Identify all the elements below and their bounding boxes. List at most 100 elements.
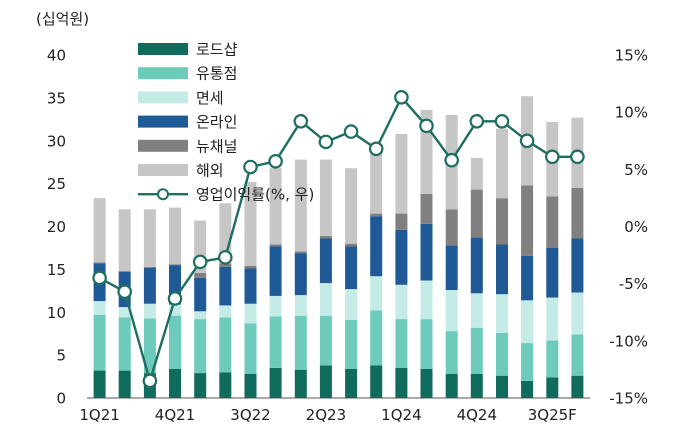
margin-point-4Q25F (570, 149, 585, 165)
bar-segment-2Q21-series-2 (118, 307, 131, 318)
bar-segment-1Q21-series-5 (93, 198, 106, 263)
y-right-tick-label: -10% (609, 332, 648, 350)
y-right-tick-label: -15% (609, 390, 648, 408)
bar-segment-3Q21-series-4 (143, 266, 156, 268)
bar-segment-4Q25F-series-2 (571, 292, 584, 335)
bar-segment-1Q21-series-1 (93, 314, 106, 371)
bar-segment-3Q25F-series-0 (546, 377, 559, 398)
bar-segment-4Q25F-series-1 (571, 334, 584, 376)
bar-segment-4Q24-series-0 (470, 374, 483, 398)
margin-point-1Q24 (394, 90, 409, 105)
bar-segment-3Q21-series-1 (143, 318, 156, 374)
bar-segment-1Q25-series-5 (496, 128, 508, 199)
y-left-tick-label: 10 (47, 304, 66, 322)
bar-segment-1Q25-series-3 (496, 244, 508, 295)
margin-point-1Q22 (192, 254, 208, 270)
bar-segment-4Q25F-series-0 (571, 375, 584, 398)
bar-segment-4Q23-series-2 (370, 276, 383, 311)
bar-segment-2Q23-series-1 (319, 315, 332, 366)
y-right-tick-label: 10% (615, 104, 648, 122)
bar-segment-2Q23-series-2 (319, 283, 332, 316)
bar-segment-2Q24-series-1 (420, 319, 433, 369)
bar-segment-4Q24-series-4 (470, 189, 483, 238)
bar-segment-2Q21-series-0 (118, 370, 131, 398)
bar-segment-4Q23-series-1 (370, 310, 383, 366)
bar-segment-1Q22-series-1 (194, 319, 207, 374)
margin-point-3Q25F (544, 149, 560, 165)
bar-segment-2Q24-series-0 (420, 368, 433, 398)
legend-swatch-2 (138, 91, 188, 104)
bar-segment-2Q22-series-2 (219, 305, 232, 318)
y-left-tick-label: 25 (47, 175, 66, 193)
margin-point-1Q21 (92, 270, 107, 286)
bar-segment-1Q24-series-0 (395, 368, 408, 398)
bar-segment-3Q23-series-2 (345, 289, 358, 320)
bar-segment-2Q23-series-0 (319, 365, 332, 398)
bar-segment-3Q23-series-0 (345, 368, 358, 398)
y-left-tick-label: 20 (47, 218, 66, 236)
bar-segment-4Q25F-series-4 (571, 187, 584, 239)
bar-segment-4Q21-series-2 (169, 304, 181, 316)
bar-segment-4Q23-series-4 (370, 213, 383, 217)
bar-segment-1Q25-series-4 (496, 198, 508, 245)
y-left-tick-label: 15 (47, 261, 66, 279)
bar-segment-4Q22-series-1 (269, 316, 282, 368)
bar-segment-1Q21-series-2 (93, 301, 106, 315)
bar-segment-3Q24-series-3 (445, 245, 458, 290)
bar-segment-4Q23-series-5 (370, 149, 383, 214)
bar-segment-3Q23-series-5 (345, 168, 358, 244)
bar-segment-1Q25-series-0 (496, 375, 508, 398)
bar-segment-1Q25-series-1 (496, 332, 508, 376)
bar-segment-4Q24-series-1 (470, 327, 483, 374)
y-right-tick-label: 5% (624, 161, 648, 179)
bar-segment-1Q24-series-5 (395, 133, 408, 214)
axes-layer: 0 5 10 15 20 25 30 35 40 -15% -10% -5% 0% 5% 10% 15% 1Q2… (47, 47, 648, 425)
bar-segment-1Q24-series-4 (395, 213, 408, 230)
margin-point-4Q21 (167, 291, 183, 306)
bar-segment-2Q22-series-3 (219, 266, 232, 306)
bar-segment-2Q24-series-3 (420, 223, 433, 281)
margin-point-2Q25 (519, 133, 535, 149)
bar-segment-2Q22-series-0 (219, 372, 232, 398)
bar-segment-1Q21-series-4 (93, 262, 106, 264)
bar-segment-3Q22-series-4 (244, 265, 257, 269)
bar-segment-3Q23-series-3 (345, 246, 358, 290)
bar-segment-3Q25F-series-4 (546, 196, 559, 248)
bar-segment-2Q21-series-5 (118, 209, 131, 271)
x-tick-label: 3Q25F (528, 406, 577, 424)
margin-point-3Q24 (444, 152, 459, 168)
bar-segment-3Q22-series-3 (244, 268, 257, 304)
bar-segment-4Q22-series-5 (269, 168, 282, 245)
x-tick-label: 2Q23 (306, 406, 346, 424)
bar-segment-4Q22-series-2 (269, 296, 282, 317)
legend-label-3: 온라인 (196, 113, 237, 131)
margin-point-1Q23 (293, 114, 309, 129)
margin-point-2Q24 (419, 118, 434, 134)
margin-point-3Q23 (343, 124, 359, 139)
bar-segment-2Q22-series-4 (219, 263, 232, 267)
bar-segment-2Q25-series-2 (521, 300, 534, 344)
bar-segment-2Q22-series-1 (219, 317, 232, 373)
margin-point-2Q21 (117, 284, 132, 299)
bar-segment-2Q21-series-1 (118, 317, 131, 371)
bar-segment-2Q25-series-4 (521, 185, 534, 256)
legend-line-marker (157, 188, 169, 201)
bar-segment-4Q21-series-0 (169, 368, 181, 398)
bar-segment-3Q21-series-5 (143, 209, 156, 267)
legend-swatch-1 (138, 67, 188, 80)
bar-segment-4Q25F-series-3 (571, 238, 584, 293)
bar-segment-4Q24-series-3 (470, 237, 483, 294)
bar-segment-2Q25-series-3 (521, 255, 534, 301)
legend-label-1: 유통점 (196, 65, 237, 83)
margin-point-2Q23 (318, 134, 334, 150)
bar-segment-1Q24-series-2 (395, 284, 408, 320)
y-right-tick-label: 15% (615, 47, 648, 65)
margin-point-4Q22 (268, 154, 283, 169)
margin-point-2Q22 (218, 250, 233, 265)
legend-label-4: 뉴채널 (196, 137, 237, 155)
bar-segment-4Q22-series-3 (269, 246, 282, 296)
bar-segment-1Q24-series-1 (395, 319, 408, 368)
